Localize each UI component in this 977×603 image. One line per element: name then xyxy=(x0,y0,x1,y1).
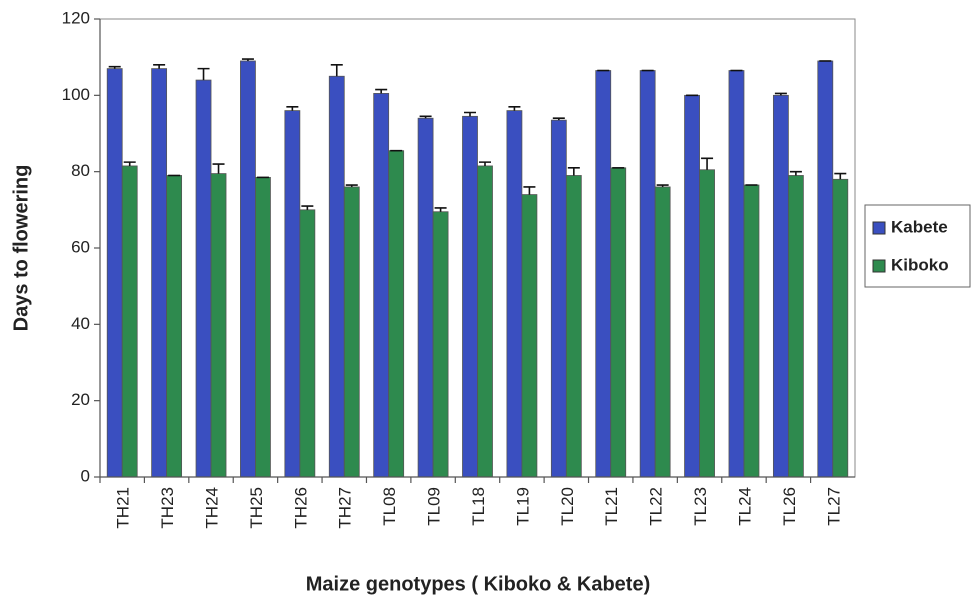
x-tick-label: TH27 xyxy=(336,487,355,529)
bar xyxy=(772,94,789,478)
x-tick-label: TL23 xyxy=(691,487,710,526)
bar xyxy=(550,119,567,478)
x-tick-label: TH21 xyxy=(114,487,133,529)
x-tick-label: TL26 xyxy=(780,487,799,526)
x-tick-label: TL22 xyxy=(647,487,666,526)
bar xyxy=(432,211,449,478)
bar xyxy=(462,115,478,478)
bar xyxy=(654,186,671,478)
x-tick-label: TH24 xyxy=(203,487,222,529)
bar xyxy=(417,117,434,478)
error-bar xyxy=(419,115,432,119)
bar xyxy=(121,165,138,478)
x-tick-label: TL27 xyxy=(824,487,843,526)
error-bar xyxy=(789,170,802,176)
x-tick-label: TL20 xyxy=(558,487,577,526)
legend-swatch xyxy=(872,221,886,235)
error-bar xyxy=(197,67,210,81)
y-tick-label: 0 xyxy=(81,466,90,485)
legend-label: Kabete xyxy=(891,217,948,236)
bar xyxy=(728,70,745,478)
y-axis-title: Days to flowering xyxy=(10,165,32,332)
bar xyxy=(284,110,301,478)
bar xyxy=(477,165,493,478)
error-bar xyxy=(123,161,136,166)
bar xyxy=(373,93,390,478)
error-bar xyxy=(567,167,580,176)
error-bar xyxy=(701,157,714,170)
x-tick-label: TL21 xyxy=(602,487,621,526)
legend-box xyxy=(864,204,971,288)
bar xyxy=(151,68,168,478)
error-bar xyxy=(241,58,254,61)
error-bar xyxy=(286,105,299,111)
y-tick-label: 120 xyxy=(62,8,90,27)
bar xyxy=(210,173,227,478)
error-bar xyxy=(464,111,476,117)
x-axis-title: Maize genotypes ( Kiboko & Kabete) xyxy=(306,573,651,595)
error-bar xyxy=(434,207,447,212)
bar xyxy=(328,75,345,478)
x-tick-label: TL19 xyxy=(513,487,532,526)
y-tick-label: 80 xyxy=(71,161,90,180)
error-bar xyxy=(508,105,521,111)
legend-label: Kiboko xyxy=(891,255,949,274)
error-bar xyxy=(375,88,388,94)
x-tick-label: TH25 xyxy=(247,487,266,529)
bar xyxy=(343,186,360,478)
bar xyxy=(521,194,538,478)
bar xyxy=(195,79,212,478)
x-tick-label: TL18 xyxy=(469,487,488,526)
bar xyxy=(565,175,582,478)
y-tick-label: 20 xyxy=(71,390,90,409)
y-tick-label: 40 xyxy=(71,314,90,333)
error-bar xyxy=(301,205,314,210)
bar xyxy=(743,184,760,478)
error-bar xyxy=(479,161,491,166)
x-tick-label: TL08 xyxy=(380,487,399,526)
legend-swatch xyxy=(872,259,886,273)
bar xyxy=(106,68,123,478)
error-bar xyxy=(552,117,565,121)
y-tick-label: 60 xyxy=(71,237,90,256)
error-bar xyxy=(656,184,669,187)
error-bar xyxy=(108,65,121,69)
x-tick-label: TL09 xyxy=(425,487,444,526)
error-bar xyxy=(153,64,166,69)
bar xyxy=(832,178,849,478)
bar xyxy=(506,110,523,478)
error-bar xyxy=(330,64,343,77)
x-tick-label: TL24 xyxy=(735,487,754,526)
bar xyxy=(817,60,834,478)
y-tick-label: 100 xyxy=(62,85,90,104)
bar xyxy=(255,176,271,478)
x-tick-label: TH26 xyxy=(291,487,310,529)
bar xyxy=(787,175,804,478)
bar xyxy=(388,150,405,478)
x-tick-label: TH23 xyxy=(158,487,177,529)
bar xyxy=(595,70,612,478)
bar xyxy=(699,169,715,478)
bar xyxy=(684,94,700,478)
bar xyxy=(610,167,627,478)
bar xyxy=(639,70,656,478)
error-bar xyxy=(212,163,225,174)
error-bar xyxy=(523,186,536,195)
error-bar xyxy=(834,172,847,180)
bar xyxy=(299,209,316,478)
error-bar xyxy=(345,184,358,187)
error-bar xyxy=(774,92,787,96)
bar xyxy=(240,60,256,478)
bar xyxy=(166,175,183,478)
